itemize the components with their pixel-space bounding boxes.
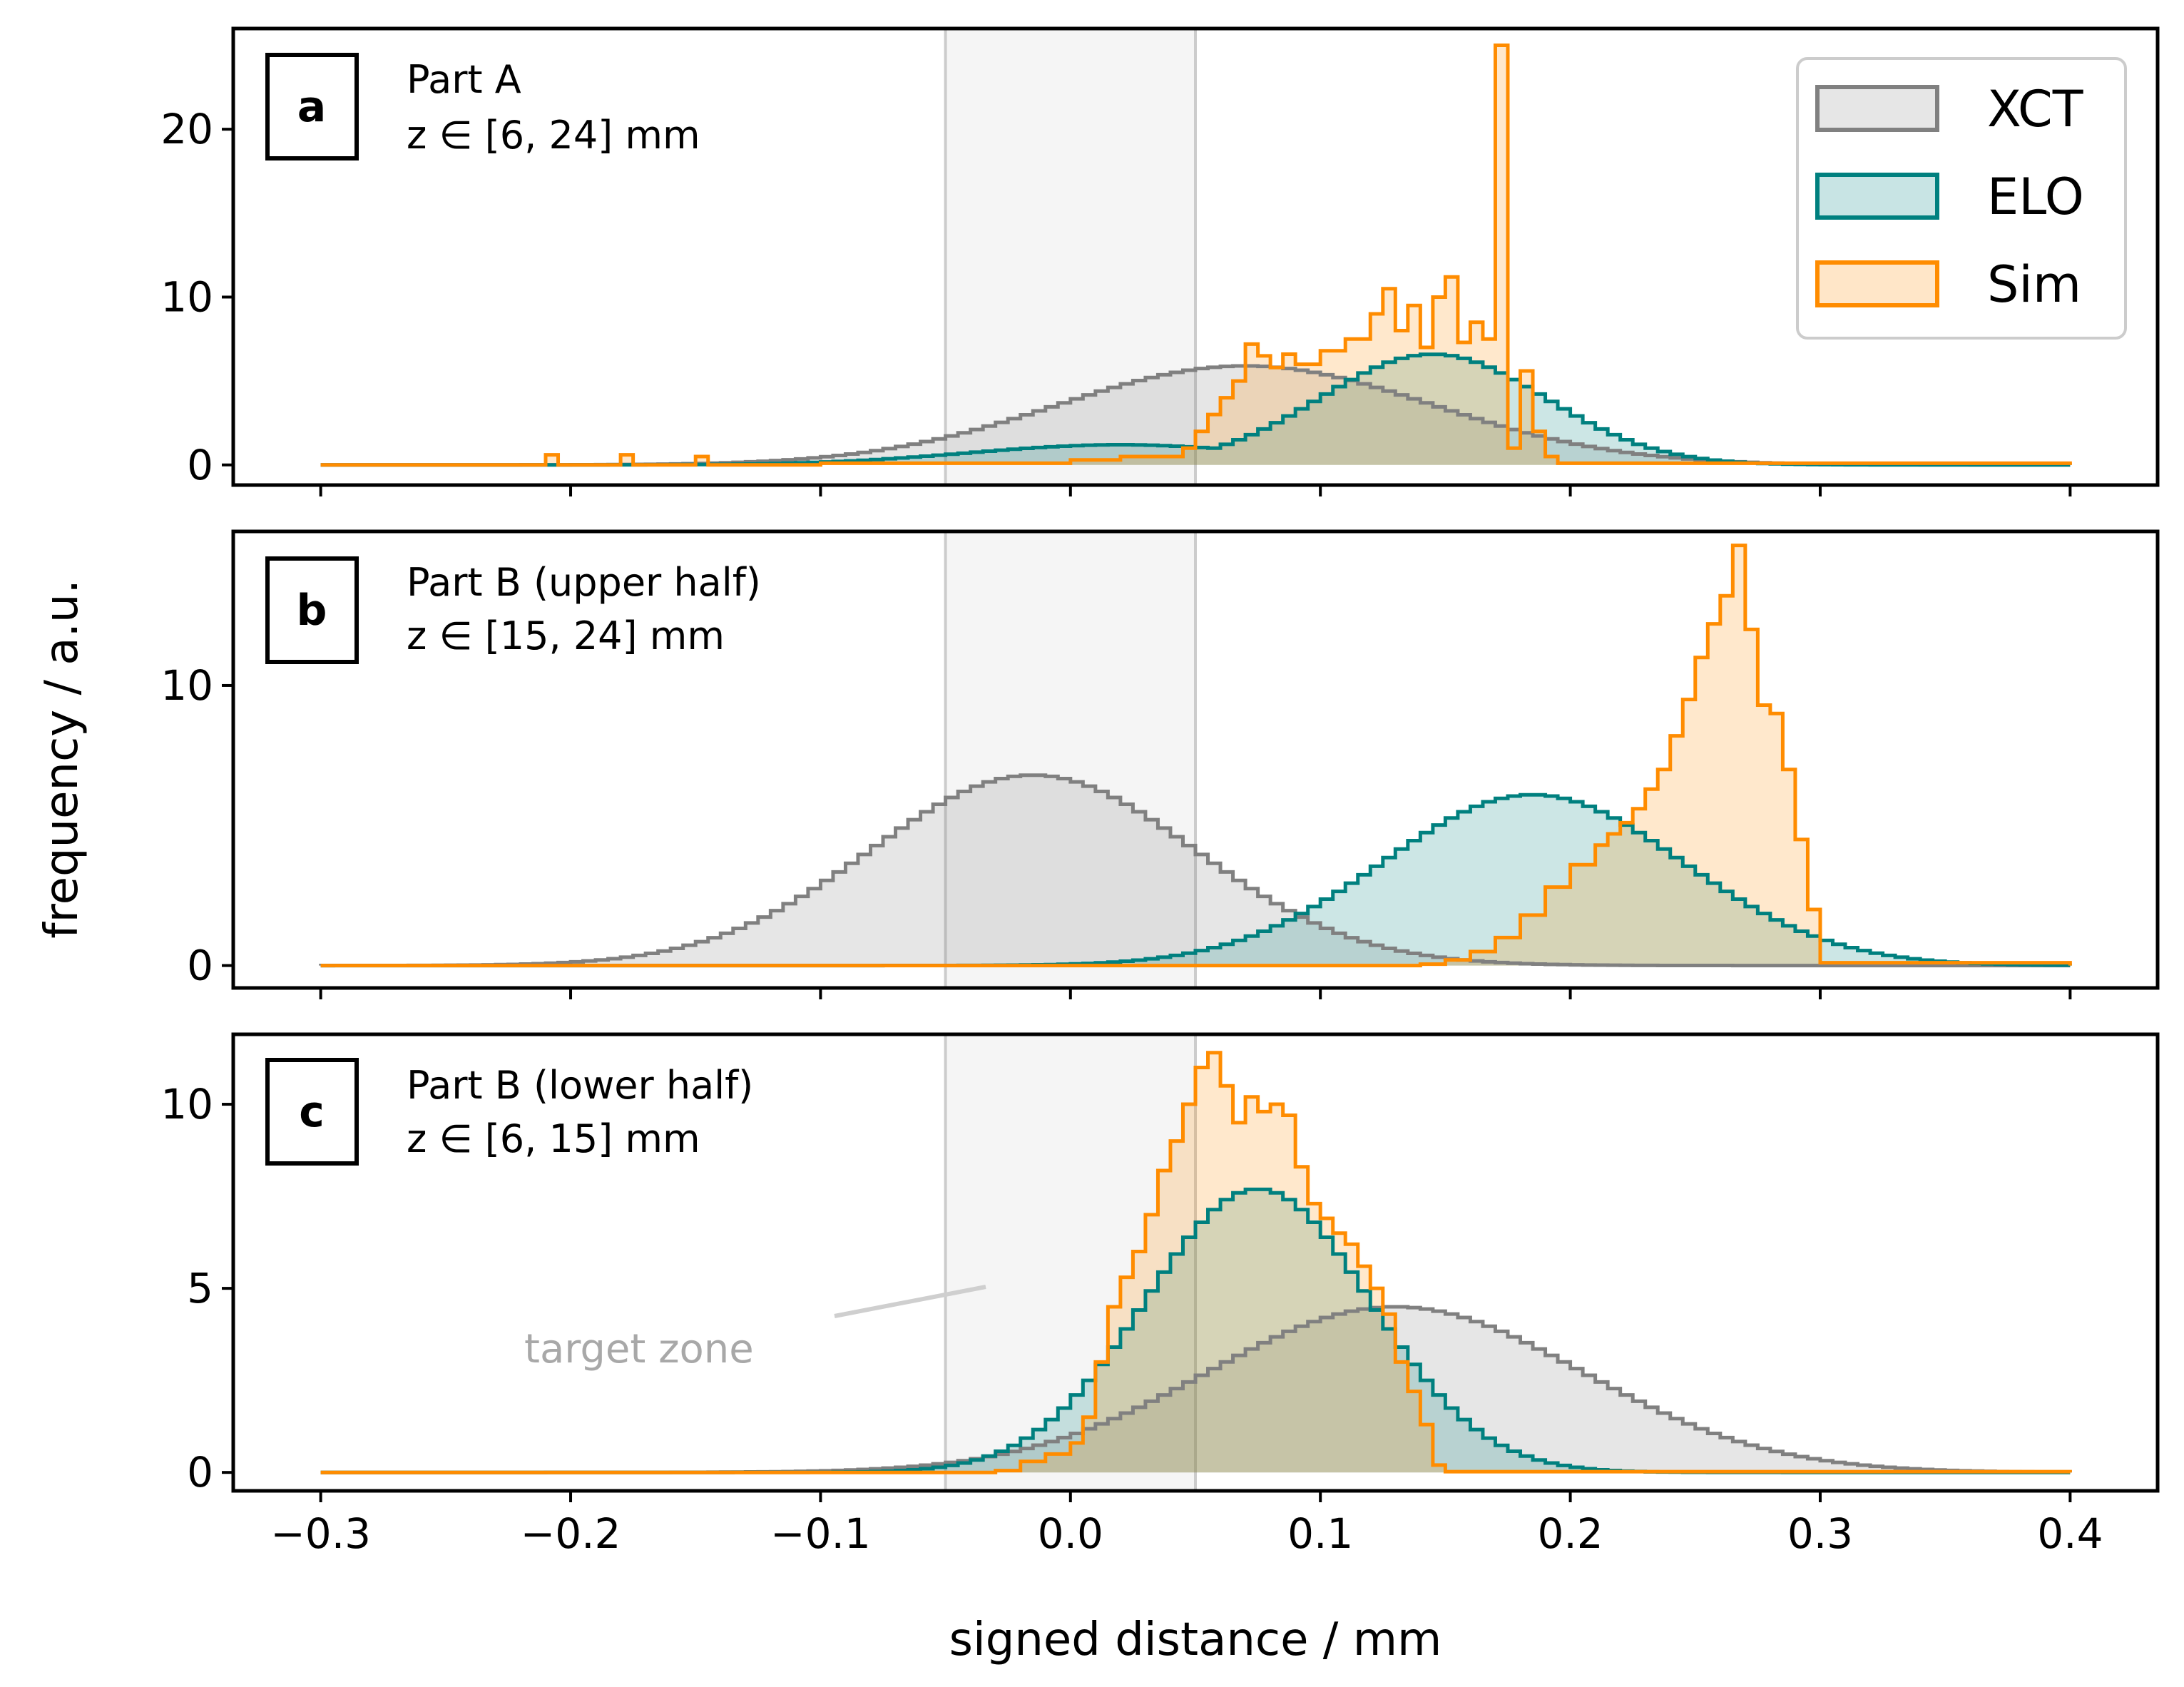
panel-a: 0 10 20 a Part A z ∈ [6, 24] mm XCT ELO Si…: [160, 26, 2160, 496]
panel-c-x-ticks: −0.3 −0.2 −0.1 0.0 0.1 0.2 0.3 0.4: [270, 1491, 2103, 1558]
legend: XCT ELO Sim: [1796, 57, 2127, 340]
panel-a-xct-fill: [320, 366, 2071, 465]
panel-c-zrange: z ∈ [6, 15] mm: [407, 1116, 700, 1161]
panel-b-y-ticks: 0 10: [160, 661, 233, 990]
legend-sim-label: Sim: [1987, 255, 2081, 314]
panel-c-title: Part B (lower half): [407, 1063, 753, 1108]
panel-a-target-zone: [944, 29, 1197, 485]
panel-c-y-tick-label: 5: [187, 1264, 213, 1313]
x-tick-label: 0.0: [1038, 1509, 1103, 1558]
target-zone-label: target zone: [524, 1326, 754, 1372]
panel-c-sim-fill: [320, 1052, 2071, 1473]
target-zone-pointer: [834, 1285, 986, 1318]
x-tick-label: −0.3: [270, 1509, 371, 1558]
panel-b-series: [319, 544, 2072, 968]
panel-b-title: Part B (upper half): [407, 560, 761, 605]
panel-b-frame: [231, 529, 2160, 990]
legend-elo-label: ELO: [1987, 168, 2084, 226]
panel-a-x-ticks: [319, 485, 2072, 496]
panel-a-series: [320, 44, 2072, 467]
panel-b: 0 10 b Part B (upper half) z ∈ [15, 24] m…: [160, 529, 2160, 999]
panel-a-y-ticks: 0 10 20: [160, 105, 233, 489]
panel-c-sim-histogram: [320, 1051, 2072, 1474]
panel-b-zrange: z ∈ [15, 24] mm: [407, 613, 725, 658]
y-axis-title: frequency / a.u.: [36, 579, 88, 939]
panel-b-xct-histogram: [319, 773, 2071, 968]
panel-b-target-zone: [944, 531, 1197, 988]
legend-sim-swatch: [1815, 260, 1939, 307]
panel-a-title: Part A: [407, 57, 521, 102]
panel-c-elo-fill: [320, 1189, 2071, 1473]
x-tick-label: 0.2: [1537, 1509, 1603, 1558]
panel-c-y-ticks: 0 5 10: [160, 1080, 233, 1497]
x-tick-label: 0.3: [1787, 1509, 1853, 1558]
x-tick-label: 0.4: [2037, 1509, 2103, 1558]
panel-b-y-tick-label: 10: [160, 661, 213, 710]
legend-elo-swatch: [1815, 173, 1939, 220]
x-axis-title: signed distance / mm: [949, 1614, 1442, 1666]
panel-a-letter-box: [265, 53, 359, 160]
panel-b-letter-box: [265, 556, 359, 664]
panel-b-letter: b: [297, 586, 327, 636]
panel-b-sim-histogram: [320, 544, 2072, 968]
panel-b-target-zone-band: [945, 531, 1195, 988]
panel-a-y-tick-label: 0: [187, 441, 213, 489]
panel-c: 0 5 10 −0.3 −0.2 −0.1 0.0 0.1 0.2 0.3 0.4 c Part …: [160, 1032, 2160, 1558]
panel-c-y-tick-label: 0: [187, 1448, 213, 1497]
panel-a-y-tick-label: 10: [160, 272, 213, 321]
x-tick-label: −0.2: [521, 1509, 621, 1558]
panel-a-y-tick-label: 20: [160, 105, 213, 153]
panel-c-target-zone-band: [945, 1034, 1195, 1491]
x-tick-label: 0.1: [1287, 1509, 1353, 1558]
legend-xct-swatch: [1815, 85, 1939, 132]
panel-a-zrange: z ∈ [6, 24] mm: [407, 113, 700, 158]
panel-c-xct-fill: [320, 1307, 2071, 1473]
panel-c-letter-box: [265, 1058, 359, 1166]
panel-a-sim-histogram: [320, 44, 2072, 467]
panel-b-y-tick-label: 0: [187, 942, 213, 990]
panel-b-elo-fill: [320, 795, 2071, 966]
legend-xct-label: XCT: [1987, 80, 2083, 138]
panel-b-x-ticks: [319, 988, 2072, 999]
panel-c-letter: c: [299, 1087, 325, 1137]
x-tick-label: −0.1: [770, 1509, 871, 1558]
panel-a-target-zone-band: [945, 29, 1195, 485]
panel-b-sim-fill: [320, 545, 2071, 966]
panel-c-frame: [231, 1032, 2160, 1493]
panel-c-y-tick-label: 10: [160, 1080, 213, 1128]
panel-a-frame: [231, 26, 2160, 487]
panel-c-series: [320, 1051, 2072, 1474]
panel-a-letter: a: [297, 82, 327, 132]
panel-c-target-zone: [944, 1034, 1197, 1491]
